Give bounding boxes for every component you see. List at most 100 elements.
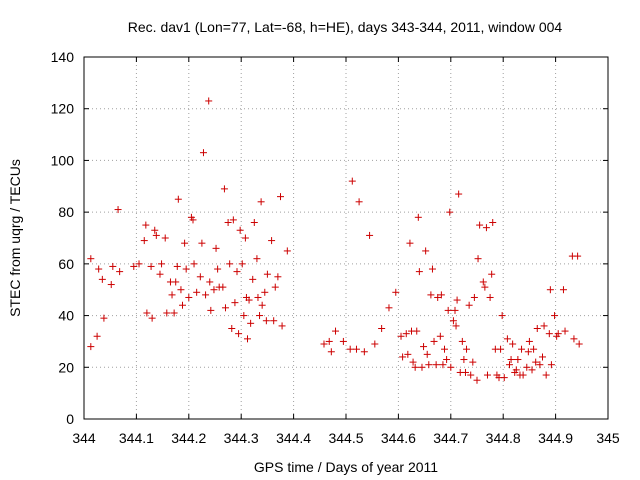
data-point <box>219 283 227 291</box>
data-point <box>355 198 363 206</box>
data-point <box>352 345 360 353</box>
x-tick-label: 344.6 <box>381 430 416 446</box>
data-point <box>173 262 181 270</box>
y-tick-label: 40 <box>58 308 74 324</box>
data-point <box>140 237 148 245</box>
data-point <box>446 208 454 216</box>
data-point <box>168 291 176 299</box>
x-tick-label: 344 <box>72 430 96 446</box>
y-tick-label: 100 <box>51 152 75 168</box>
data-point <box>249 275 257 283</box>
data-point <box>240 312 248 320</box>
data-point <box>467 371 475 379</box>
data-point <box>161 234 169 242</box>
chart-title: Rec. dav1 (Lon=77, Lat=-68, h=HE), days … <box>128 19 563 35</box>
data-point <box>486 293 494 301</box>
data-point <box>158 260 166 268</box>
data-point <box>547 361 555 369</box>
data-point <box>528 366 536 374</box>
data-point <box>414 213 422 221</box>
y-axis-label: STEC from uqrg / TECUs <box>7 159 23 317</box>
data-point <box>507 356 515 364</box>
data-point <box>212 244 220 252</box>
data-point <box>500 374 508 382</box>
data-point <box>198 239 206 247</box>
data-point <box>235 330 243 338</box>
data-point <box>451 306 459 314</box>
data-point <box>509 340 517 348</box>
data-point <box>320 340 328 348</box>
data-point <box>489 218 497 226</box>
data-point <box>143 309 151 317</box>
data-point <box>151 226 159 234</box>
data-point <box>245 296 253 304</box>
data-point <box>116 268 124 276</box>
data-point <box>460 356 468 364</box>
x-tick-label: 345 <box>596 430 620 446</box>
data-point <box>447 363 455 371</box>
data-point <box>339 337 347 345</box>
data-point <box>392 288 400 296</box>
data-point <box>205 97 213 105</box>
data-point <box>536 361 544 369</box>
data-point <box>518 345 526 353</box>
data-point <box>413 327 421 335</box>
data-point <box>436 332 444 340</box>
data-point <box>483 371 491 379</box>
data-point <box>545 330 553 338</box>
data-point <box>470 293 478 301</box>
data-point <box>453 296 461 304</box>
x-tick-label: 344.9 <box>538 430 573 446</box>
data-point <box>348 177 356 185</box>
data-point <box>574 252 582 260</box>
data-point <box>422 247 430 255</box>
data-point <box>261 288 269 296</box>
data-point <box>415 268 423 276</box>
data-point <box>257 198 265 206</box>
data-point <box>479 278 487 286</box>
data-point <box>238 260 246 268</box>
data-point <box>277 193 284 201</box>
data-point <box>346 345 354 353</box>
data-point <box>156 270 164 278</box>
data-point <box>402 330 410 338</box>
data-point <box>463 345 471 353</box>
data-point <box>444 306 452 314</box>
x-tick-label: 344.8 <box>486 430 521 446</box>
data-point <box>360 348 368 356</box>
data-point <box>199 149 207 157</box>
data-point <box>268 237 276 245</box>
data-point <box>523 363 531 371</box>
data-point <box>206 278 214 286</box>
data-point <box>148 314 156 322</box>
x-tick-label: 344.4 <box>276 430 311 446</box>
y-tick-label: 120 <box>51 101 75 117</box>
data-point <box>430 337 438 345</box>
data-point <box>254 293 262 301</box>
data-point <box>114 206 122 214</box>
data-point <box>283 247 291 255</box>
y-tick-label: 60 <box>58 256 74 272</box>
data-point <box>214 265 222 273</box>
data-point <box>193 288 201 296</box>
y-tick-label: 140 <box>51 49 75 65</box>
data-point <box>172 278 180 286</box>
data-point <box>418 363 426 371</box>
data-point <box>325 337 333 345</box>
y-tick-label: 20 <box>58 359 74 375</box>
y-tick-label: 0 <box>66 411 74 427</box>
data-point <box>207 306 215 314</box>
data-point <box>443 356 451 364</box>
data-point <box>461 368 469 376</box>
data-point <box>95 265 103 273</box>
data-point <box>263 270 271 278</box>
data-point <box>332 327 340 335</box>
data-point <box>497 345 505 353</box>
data-point <box>247 319 255 327</box>
data-point <box>530 345 538 353</box>
data-point <box>539 353 546 361</box>
x-tick-label: 344.3 <box>224 430 259 446</box>
data-point <box>481 283 489 291</box>
data-point <box>439 361 447 369</box>
